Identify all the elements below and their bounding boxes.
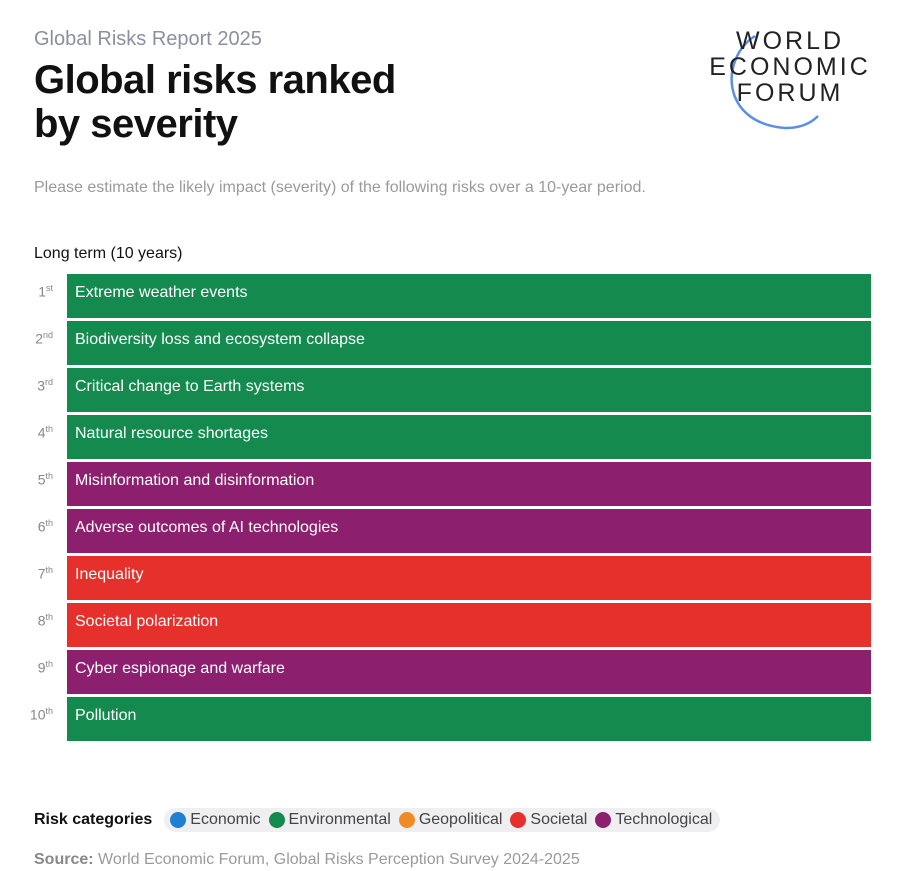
period-label: Long term (10 years) [34, 245, 183, 262]
logo-line: ECONOMIC [709, 53, 871, 81]
legend-dot-icon [268, 812, 285, 828]
logo-line: FORUM [736, 79, 844, 107]
rank-suffix: st [45, 283, 53, 293]
risk-bar: Adverse outcomes of AI technologies [67, 509, 871, 553]
rank-number: 4 [37, 424, 46, 441]
legend-dot-icon [595, 812, 612, 828]
risk-row: 8th Societal polarization [0, 603, 900, 647]
report-name: Global Risks Report 2025 [34, 28, 262, 50]
rank: 10th [10, 706, 53, 723]
risk-label: Cyber espionage and warfare [75, 660, 285, 677]
risk-label: Critical change to Earth systems [75, 378, 305, 395]
wef-logo: WORLD ECONOMIC FORUM [700, 28, 880, 133]
risk-label: Pollution [75, 707, 137, 724]
legend-dot-icon [170, 812, 187, 828]
rank-suffix: th [45, 612, 53, 622]
rank-number: 3 [37, 377, 45, 394]
legend-item-label: Technological [615, 811, 713, 828]
risk-row: 9th Cyber espionage and warfare [0, 650, 900, 694]
risk-bar: Critical change to Earth systems [67, 368, 871, 412]
rank-suffix: th [45, 659, 53, 669]
rank: 3rd [10, 377, 53, 394]
legend-label: Risk categories [34, 811, 153, 828]
rank-number: 5 [37, 471, 46, 488]
legend: Risk categories Economic Environmental Geo… [34, 808, 721, 832]
rank-suffix: th [45, 471, 53, 481]
rank: 7th [10, 565, 53, 582]
legend-item: Technological [595, 811, 712, 829]
risk-label: Adverse outcomes of AI technologies [75, 519, 339, 536]
source: Source: World Economic Forum, Global Ris… [34, 851, 580, 869]
legend-item: Environmental [268, 811, 391, 829]
risk-label: Inequality [75, 566, 144, 583]
risk-row: 10th Pollution [0, 697, 900, 741]
legend-dot-icon [510, 812, 527, 828]
risk-bar: Cyber espionage and warfare [67, 650, 871, 694]
logo-line: WORLD [735, 27, 845, 55]
risk-label: Misinformation and disinformation [75, 472, 315, 489]
risk-row: 2nd Biodiversity loss and ecosystem colla… [0, 321, 900, 365]
rank-number: 9 [37, 659, 46, 676]
title-line-1: Global risks ranked [34, 58, 396, 102]
risk-row: 7th Inequality [0, 556, 900, 600]
rank-number: 7 [37, 565, 46, 582]
risk-bar: Misinformation and disinformation [67, 462, 871, 506]
rank: 6th [10, 518, 53, 535]
legend-item-label: Economic [190, 811, 261, 828]
legend-dot-icon [398, 812, 415, 828]
risk-bar: Extreme weather events [67, 274, 871, 318]
rank-suffix: th [45, 565, 53, 575]
page-title: Global risks ranked by severity [34, 58, 396, 146]
rank-suffix: rd [44, 377, 53, 387]
risk-bar: Societal polarization [67, 603, 871, 647]
rank-suffix: th [45, 518, 53, 528]
risk-row: 1st Extreme weather events [0, 274, 900, 318]
rank: 2nd [10, 330, 53, 347]
legend-item-label: Geopolitical [418, 811, 503, 828]
logo-arc-icon [730, 34, 819, 130]
legend-item-label: Environmental [288, 811, 391, 828]
risk-label: Natural resource shortages [75, 425, 268, 442]
rank-number: 1 [38, 283, 46, 300]
rank: 1st [10, 283, 53, 300]
legend-item: Economic [170, 811, 261, 829]
risk-label: Biodiversity loss and ecosystem collapse [75, 331, 365, 348]
risk-bar: Natural resource shortages [67, 415, 871, 459]
rank-suffix: th [45, 706, 53, 716]
rank-number: 2 [35, 330, 43, 347]
legend-item-label: Societal [530, 811, 588, 828]
rank-suffix: th [45, 424, 53, 434]
risk-row: 6th Adverse outcomes of AI technologies [0, 509, 900, 553]
risk-row: 4th Natural resource shortages [0, 415, 900, 459]
legend-item: Societal [510, 811, 587, 829]
risk-row: 5th Misinformation and disinformation [0, 462, 900, 506]
source-text: World Economic Forum, Global Risks Perce… [93, 851, 580, 868]
rank-number: 8 [37, 612, 46, 629]
risk-label: Societal polarization [75, 613, 219, 630]
risk-bar: Biodiversity loss and ecosystem collapse [67, 321, 871, 365]
legend-item: Geopolitical [398, 811, 503, 829]
rank-number: 6 [37, 518, 46, 535]
rank: 5th [10, 471, 53, 488]
legend-items: Economic Environmental Geopolitical Societa… [164, 808, 721, 832]
rank-number: 10 [29, 706, 46, 723]
rank: 4th [10, 424, 53, 441]
risk-bar: Pollution [67, 697, 871, 741]
risk-row: 3rd Critical change to Earth systems [0, 368, 900, 412]
risk-bar: Inequality [67, 556, 871, 600]
rank: 8th [10, 612, 53, 629]
title-line-2: by severity [34, 102, 238, 146]
survey-question: Please estimate the likely impact (sever… [34, 179, 646, 196]
rank-suffix: nd [42, 330, 53, 340]
risk-label: Extreme weather events [75, 284, 248, 301]
rank: 9th [10, 659, 53, 676]
source-label: Source: [34, 851, 94, 868]
